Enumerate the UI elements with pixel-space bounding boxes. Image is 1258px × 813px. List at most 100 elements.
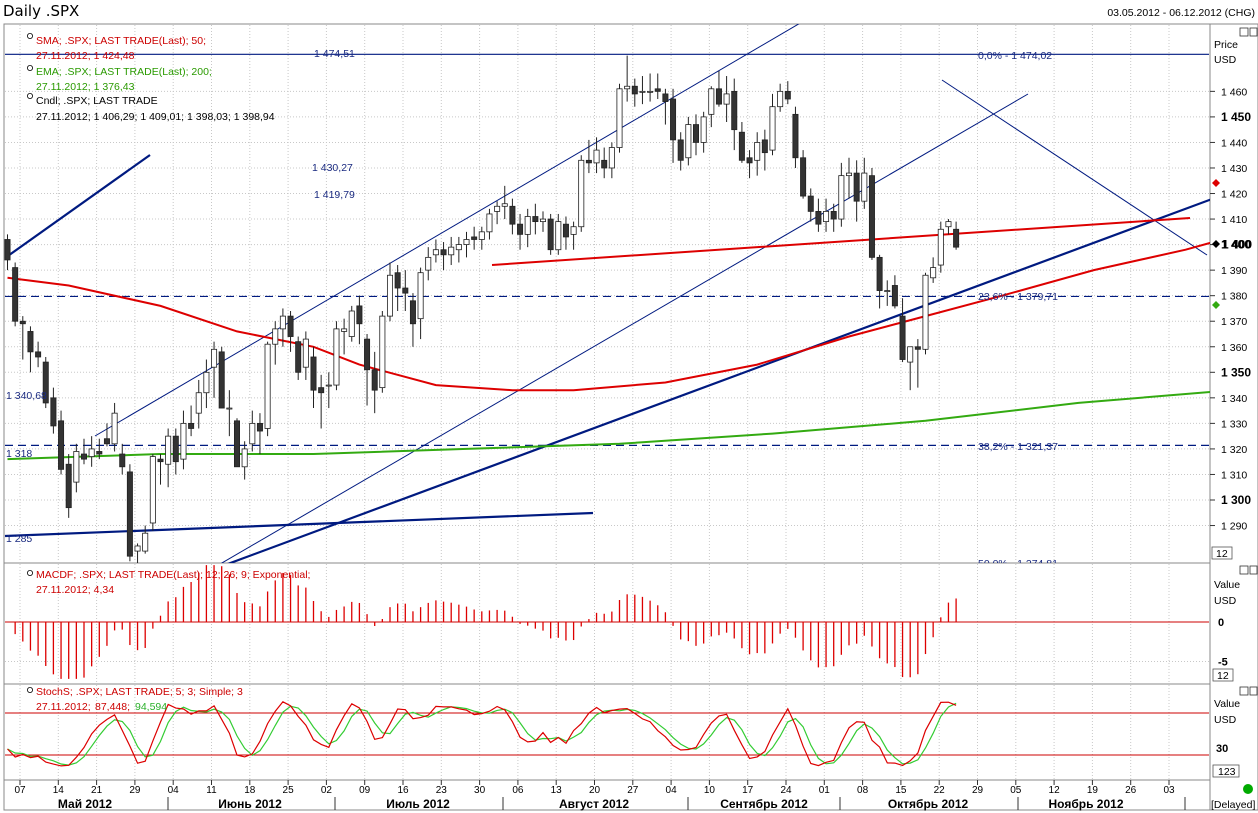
candle-body [195, 392, 202, 414]
date-range[interactable]: 03.05.2012 - 06.12.2012 (CHG) [1107, 7, 1255, 19]
price-tick-label: 1 340 [1221, 393, 1247, 405]
candle-body [325, 384, 332, 387]
pane-close-icon[interactable] [1249, 565, 1258, 575]
candle-body [211, 348, 218, 368]
legend-pin-icon[interactable] [26, 93, 33, 100]
day-label: 27 [627, 785, 639, 796]
candle-body [937, 228, 944, 266]
sma-line [7, 241, 1210, 392]
legend-pin-icon[interactable] [26, 570, 33, 577]
candle-body [907, 346, 914, 363]
time-axis [3, 779, 1211, 811]
candle-body [562, 223, 569, 238]
candle-body [792, 113, 799, 159]
legend-pin-icon[interactable] [26, 65, 33, 72]
day-label: 16 [397, 785, 409, 796]
day-label: 11 [206, 785, 217, 796]
candle-body [302, 338, 309, 368]
price-tick-label: 1 400 [1221, 238, 1251, 252]
current-price-label: 1 400 [1222, 238, 1252, 252]
candle-body [134, 545, 141, 552]
candle-body [42, 361, 49, 404]
candle-body [463, 239, 470, 246]
stoch-legend-line1: StochS; .SPX; LAST TRADE; 5; 3; Simple; … [36, 686, 243, 698]
scale-badge[interactable] [1212, 668, 1234, 682]
candle-body [256, 422, 263, 432]
stoch-legend-k: 87,448; [95, 701, 130, 713]
candle-body [149, 456, 156, 524]
candle-body [241, 448, 248, 468]
candle-body [639, 90, 646, 93]
day-label: 02 [321, 785, 333, 796]
level-label: 1 430,27 [312, 162, 353, 174]
sma-legend-line2: 27.11.2012; 1 424,48 [36, 50, 135, 62]
pane-close-icon[interactable] [1249, 27, 1258, 37]
month-label: Август 2012 [559, 797, 629, 811]
candle-body [517, 223, 524, 235]
legend-pin-icon[interactable] [26, 33, 33, 40]
trendline-short [4, 154, 151, 259]
scale-badge[interactable] [1212, 764, 1240, 778]
candle-body [65, 463, 72, 509]
candle-body [165, 435, 172, 465]
price-tick-label: 1 460 [1221, 86, 1247, 98]
candle-body [731, 90, 738, 131]
scale-badge[interactable] [1211, 546, 1233, 560]
macd-legend-line2: 27.11.2012; 4,34 [36, 584, 114, 596]
candle-body [876, 256, 883, 291]
candle-body [524, 216, 531, 235]
candle-body [624, 85, 631, 90]
pane-restore-icon[interactable] [1239, 686, 1249, 696]
delayed-status-icon [1243, 784, 1253, 794]
candle-body [440, 249, 447, 256]
day-label: 21 [91, 785, 103, 796]
price-tick-label: 1 330 [1221, 418, 1247, 430]
candle-body [861, 172, 868, 202]
ema-value-marker-icon [1212, 301, 1220, 309]
month-label: Июнь 2012 [218, 797, 282, 811]
stoch-legend-d: 94,594 [135, 701, 167, 713]
level-label: 1 318 [6, 448, 32, 460]
candle-body [922, 274, 929, 350]
day-label: 04 [168, 785, 180, 796]
stoch-legend-date: 27.11.2012; [36, 701, 91, 713]
price-legend: SMA; .SPX; LAST TRADE(Last); 50; 27.11.2… [26, 33, 275, 123]
candle-body [662, 93, 669, 102]
candle-body [394, 272, 401, 289]
price-tick-label: 1 430 [1221, 163, 1247, 175]
legend-pin-icon[interactable] [26, 687, 33, 694]
candle-body [868, 175, 875, 258]
candle-body [417, 272, 424, 320]
candle-body [547, 218, 554, 251]
candle-body [708, 88, 715, 115]
day-label: 19 [1087, 785, 1099, 796]
pane-close-icon[interactable] [1249, 686, 1258, 696]
candle-body [700, 116, 707, 143]
candle-body [318, 387, 325, 394]
candle-body [386, 274, 393, 317]
month-label: Сентябрь 2012 [720, 797, 808, 811]
pane-controls [1239, 27, 1258, 696]
channel-lower [220, 93, 1029, 563]
candle-body [540, 218, 547, 223]
candle-body [356, 305, 363, 325]
pane-restore-icon[interactable] [1239, 27, 1249, 37]
window-title: Daily .SPX [3, 2, 79, 20]
candle-body [830, 210, 837, 220]
day-label: 06 [512, 785, 524, 796]
candle-body [608, 147, 615, 169]
day-label: 14 [53, 785, 65, 796]
candle-body [73, 451, 80, 483]
candle-body [769, 106, 776, 151]
stoch-tick-label: 30 [1216, 743, 1228, 755]
candle-body [631, 85, 638, 95]
day-label: 29 [129, 785, 141, 796]
candle-body [249, 422, 256, 445]
candle-body [593, 149, 600, 164]
price-tick-label: 1 380 [1221, 291, 1247, 303]
pane-restore-icon[interactable] [1239, 565, 1249, 575]
day-label: 18 [244, 785, 256, 796]
candle-body [287, 315, 294, 337]
day-label: 13 [551, 785, 563, 796]
candle-body [494, 205, 501, 212]
